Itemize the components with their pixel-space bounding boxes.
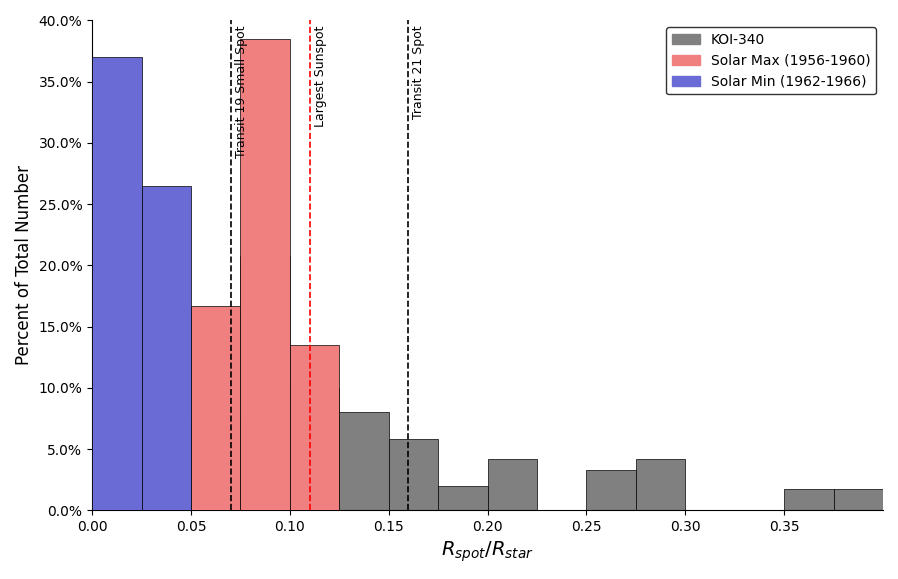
Bar [339, 412, 389, 510]
Bar [784, 489, 833, 510]
Text: Transit 19 Small Spot: Transit 19 Small Spot [234, 25, 248, 158]
Bar [142, 186, 191, 510]
Bar [586, 470, 636, 510]
Bar [241, 255, 290, 510]
Bar [241, 39, 290, 510]
Bar [92, 57, 142, 510]
Legend: KOI-340, Solar Max (1956-1960), Solar Min (1962-1966): KOI-340, Solar Max (1956-1960), Solar Mi… [666, 27, 876, 94]
Bar [191, 419, 241, 510]
Bar [290, 388, 339, 510]
Text: Transit 21 Spot: Transit 21 Spot [412, 25, 426, 119]
X-axis label: $R_{spot}/R_{star}$: $R_{spot}/R_{star}$ [441, 540, 534, 564]
Bar [191, 306, 241, 510]
Y-axis label: Percent of Total Number: Percent of Total Number [15, 166, 33, 365]
Bar [636, 459, 685, 510]
Bar [142, 439, 191, 510]
Text: Largest Sunspot: Largest Sunspot [313, 25, 327, 127]
Bar [488, 459, 537, 510]
Bar [438, 486, 488, 510]
Bar [389, 439, 438, 510]
Bar [290, 345, 339, 510]
Bar [833, 489, 883, 510]
